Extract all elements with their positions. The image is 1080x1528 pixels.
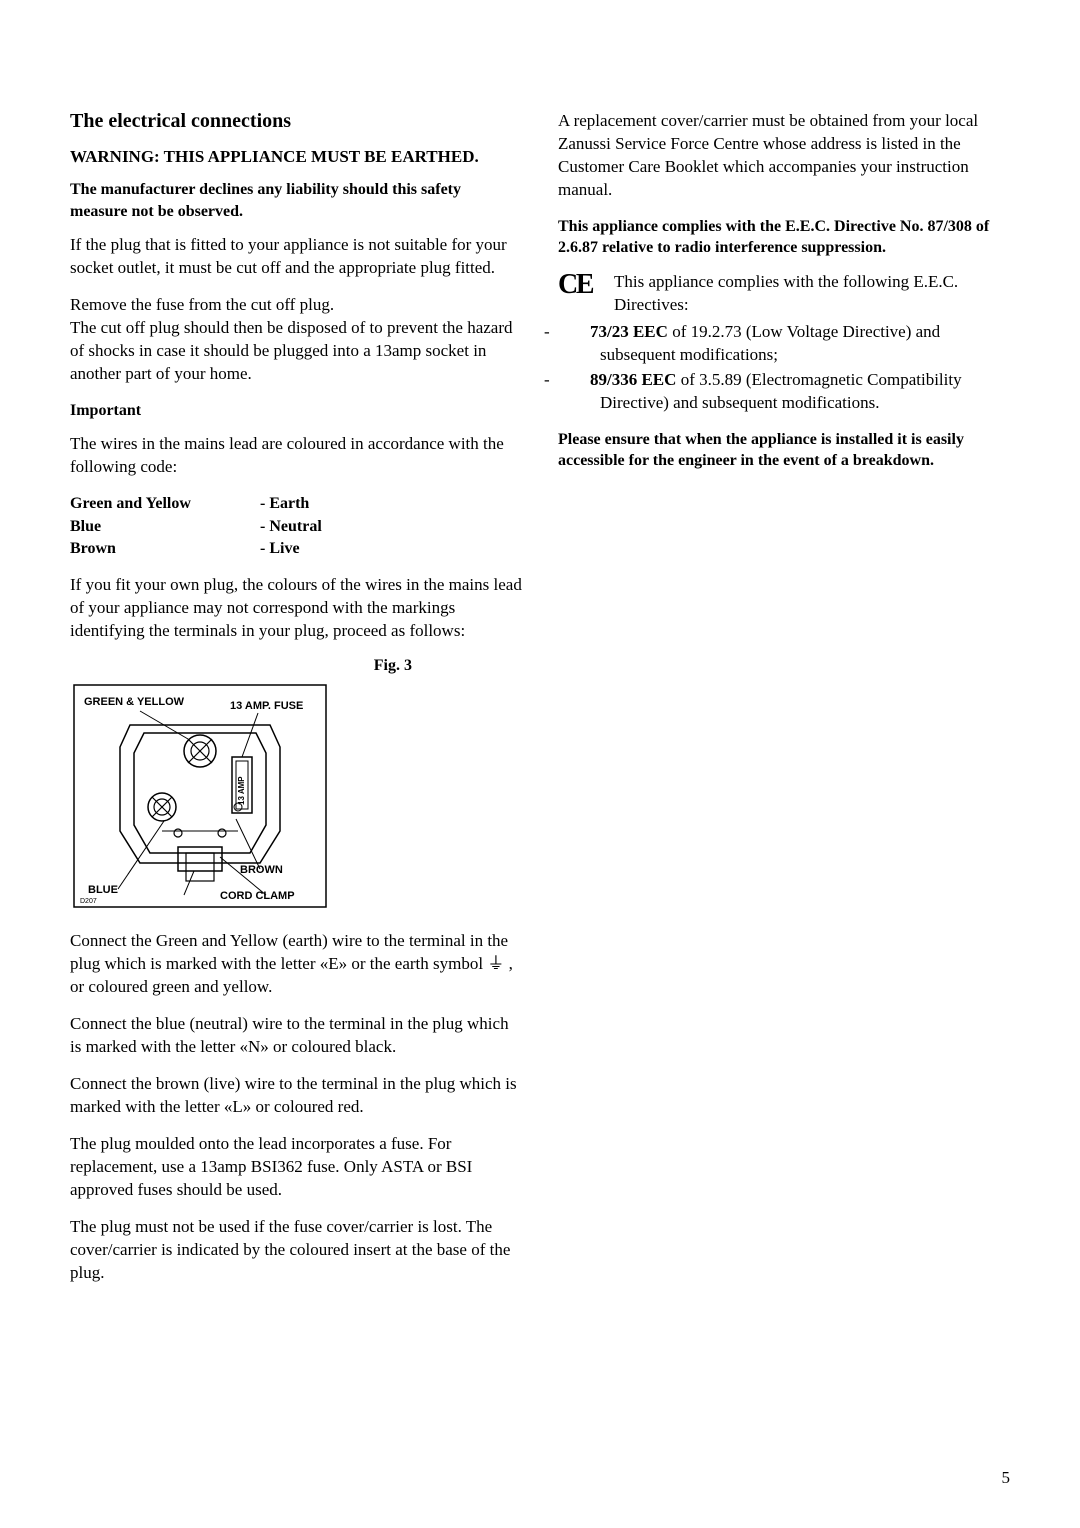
para-plug-replace: If the plug that is fitted to your appli… xyxy=(70,234,522,280)
para-connect-live: Connect the brown (live) wire to the ter… xyxy=(70,1073,522,1119)
directive-bold: 89/336 EEC xyxy=(590,370,676,389)
label-blue: BLUE xyxy=(88,884,118,896)
label-green-yellow: GREEN & YELLOW xyxy=(84,696,185,708)
page-columns: The electrical connections WARNING: THIS… xyxy=(70,110,1010,1298)
label-d207: D207 xyxy=(80,898,97,905)
bullet-icon: - xyxy=(572,321,590,344)
label-fuse: 13 AMP. FUSE xyxy=(230,700,303,712)
wire-row-type: - Earth xyxy=(260,493,322,515)
ce-mark-icon: C E xyxy=(558,271,598,299)
accessibility-notice: Please ensure that when the appliance is… xyxy=(558,429,1010,472)
para-fuse-remove: Remove the fuse from the cut off plug. T… xyxy=(70,294,522,386)
section-heading: The electrical connections xyxy=(70,110,522,133)
wire-row-color: Blue xyxy=(70,516,260,538)
figure-3-container: Fig. 3 GREEN & YELLOW 13 AMP. FUSE 13 AM… xyxy=(70,657,522,916)
wire-colors-column: Green and Yellow Blue Brown xyxy=(70,493,260,560)
important-label: Important xyxy=(70,400,522,422)
directive-bold: 73/23 EEC xyxy=(590,322,668,341)
directive-item: - 89/336 EEC of 3.5.89 (Electromagnetic … xyxy=(558,369,1010,415)
directive-list: - 73/23 EEC of 19.2.73 (Low Voltage Dire… xyxy=(558,321,1010,415)
label-amp: 13 AMP xyxy=(237,776,246,805)
para-own-plug: If you fit your own plug, the colours of… xyxy=(70,574,522,643)
para-fuse-spec: The plug moulded onto the lead incorpora… xyxy=(70,1133,522,1202)
page-number: 5 xyxy=(1002,1468,1011,1488)
wire-row-color: Brown xyxy=(70,538,260,560)
para-connect-neutral: Connect the blue (neutral) wire to the t… xyxy=(70,1013,522,1059)
wire-row-type: - Live xyxy=(260,538,322,560)
bullet-icon: - xyxy=(572,369,590,392)
left-column: The electrical connections WARNING: THIS… xyxy=(70,110,522,1298)
wire-types-column: - Earth - Neutral - Live xyxy=(260,493,322,560)
para-fuse-cover: The plug must not be used if the fuse co… xyxy=(70,1216,522,1285)
disclaimer: The manufacturer declines any liability … xyxy=(70,179,522,222)
compliance-statement: This appliance complies with the E.E.C. … xyxy=(558,216,1010,259)
wire-color-table: Green and Yellow Blue Brown - Earth - Ne… xyxy=(70,493,522,560)
label-cord-clamp: CORD CLAMP xyxy=(220,890,295,902)
plug-diagram-icon: GREEN & YELLOW 13 AMP. FUSE 13 AMP xyxy=(70,661,330,911)
para-connect-earth: Connect the Green and Yellow (earth) wir… xyxy=(70,930,522,999)
ce-mark-row: C E This appliance complies with the fol… xyxy=(558,271,1010,319)
label-brown: BROWN xyxy=(240,864,283,876)
wire-row-color: Green and Yellow xyxy=(70,493,260,515)
ce-compliance-text: This appliance complies with the followi… xyxy=(614,271,1010,317)
para-replacement-cover: A replacement cover/carrier must be obta… xyxy=(558,110,1010,202)
directive-item: - 73/23 EEC of 19.2.73 (Low Voltage Dire… xyxy=(558,321,1010,367)
right-column: A replacement cover/carrier must be obta… xyxy=(558,110,1010,1298)
para-wire-code: The wires in the mains lead are coloured… xyxy=(70,433,522,479)
warning-heading: WARNING: THIS APPLIANCE MUST BE EARTHED. xyxy=(70,147,522,167)
figure-label: Fig. 3 xyxy=(374,657,412,675)
wire-row-type: - Neutral xyxy=(260,516,322,538)
